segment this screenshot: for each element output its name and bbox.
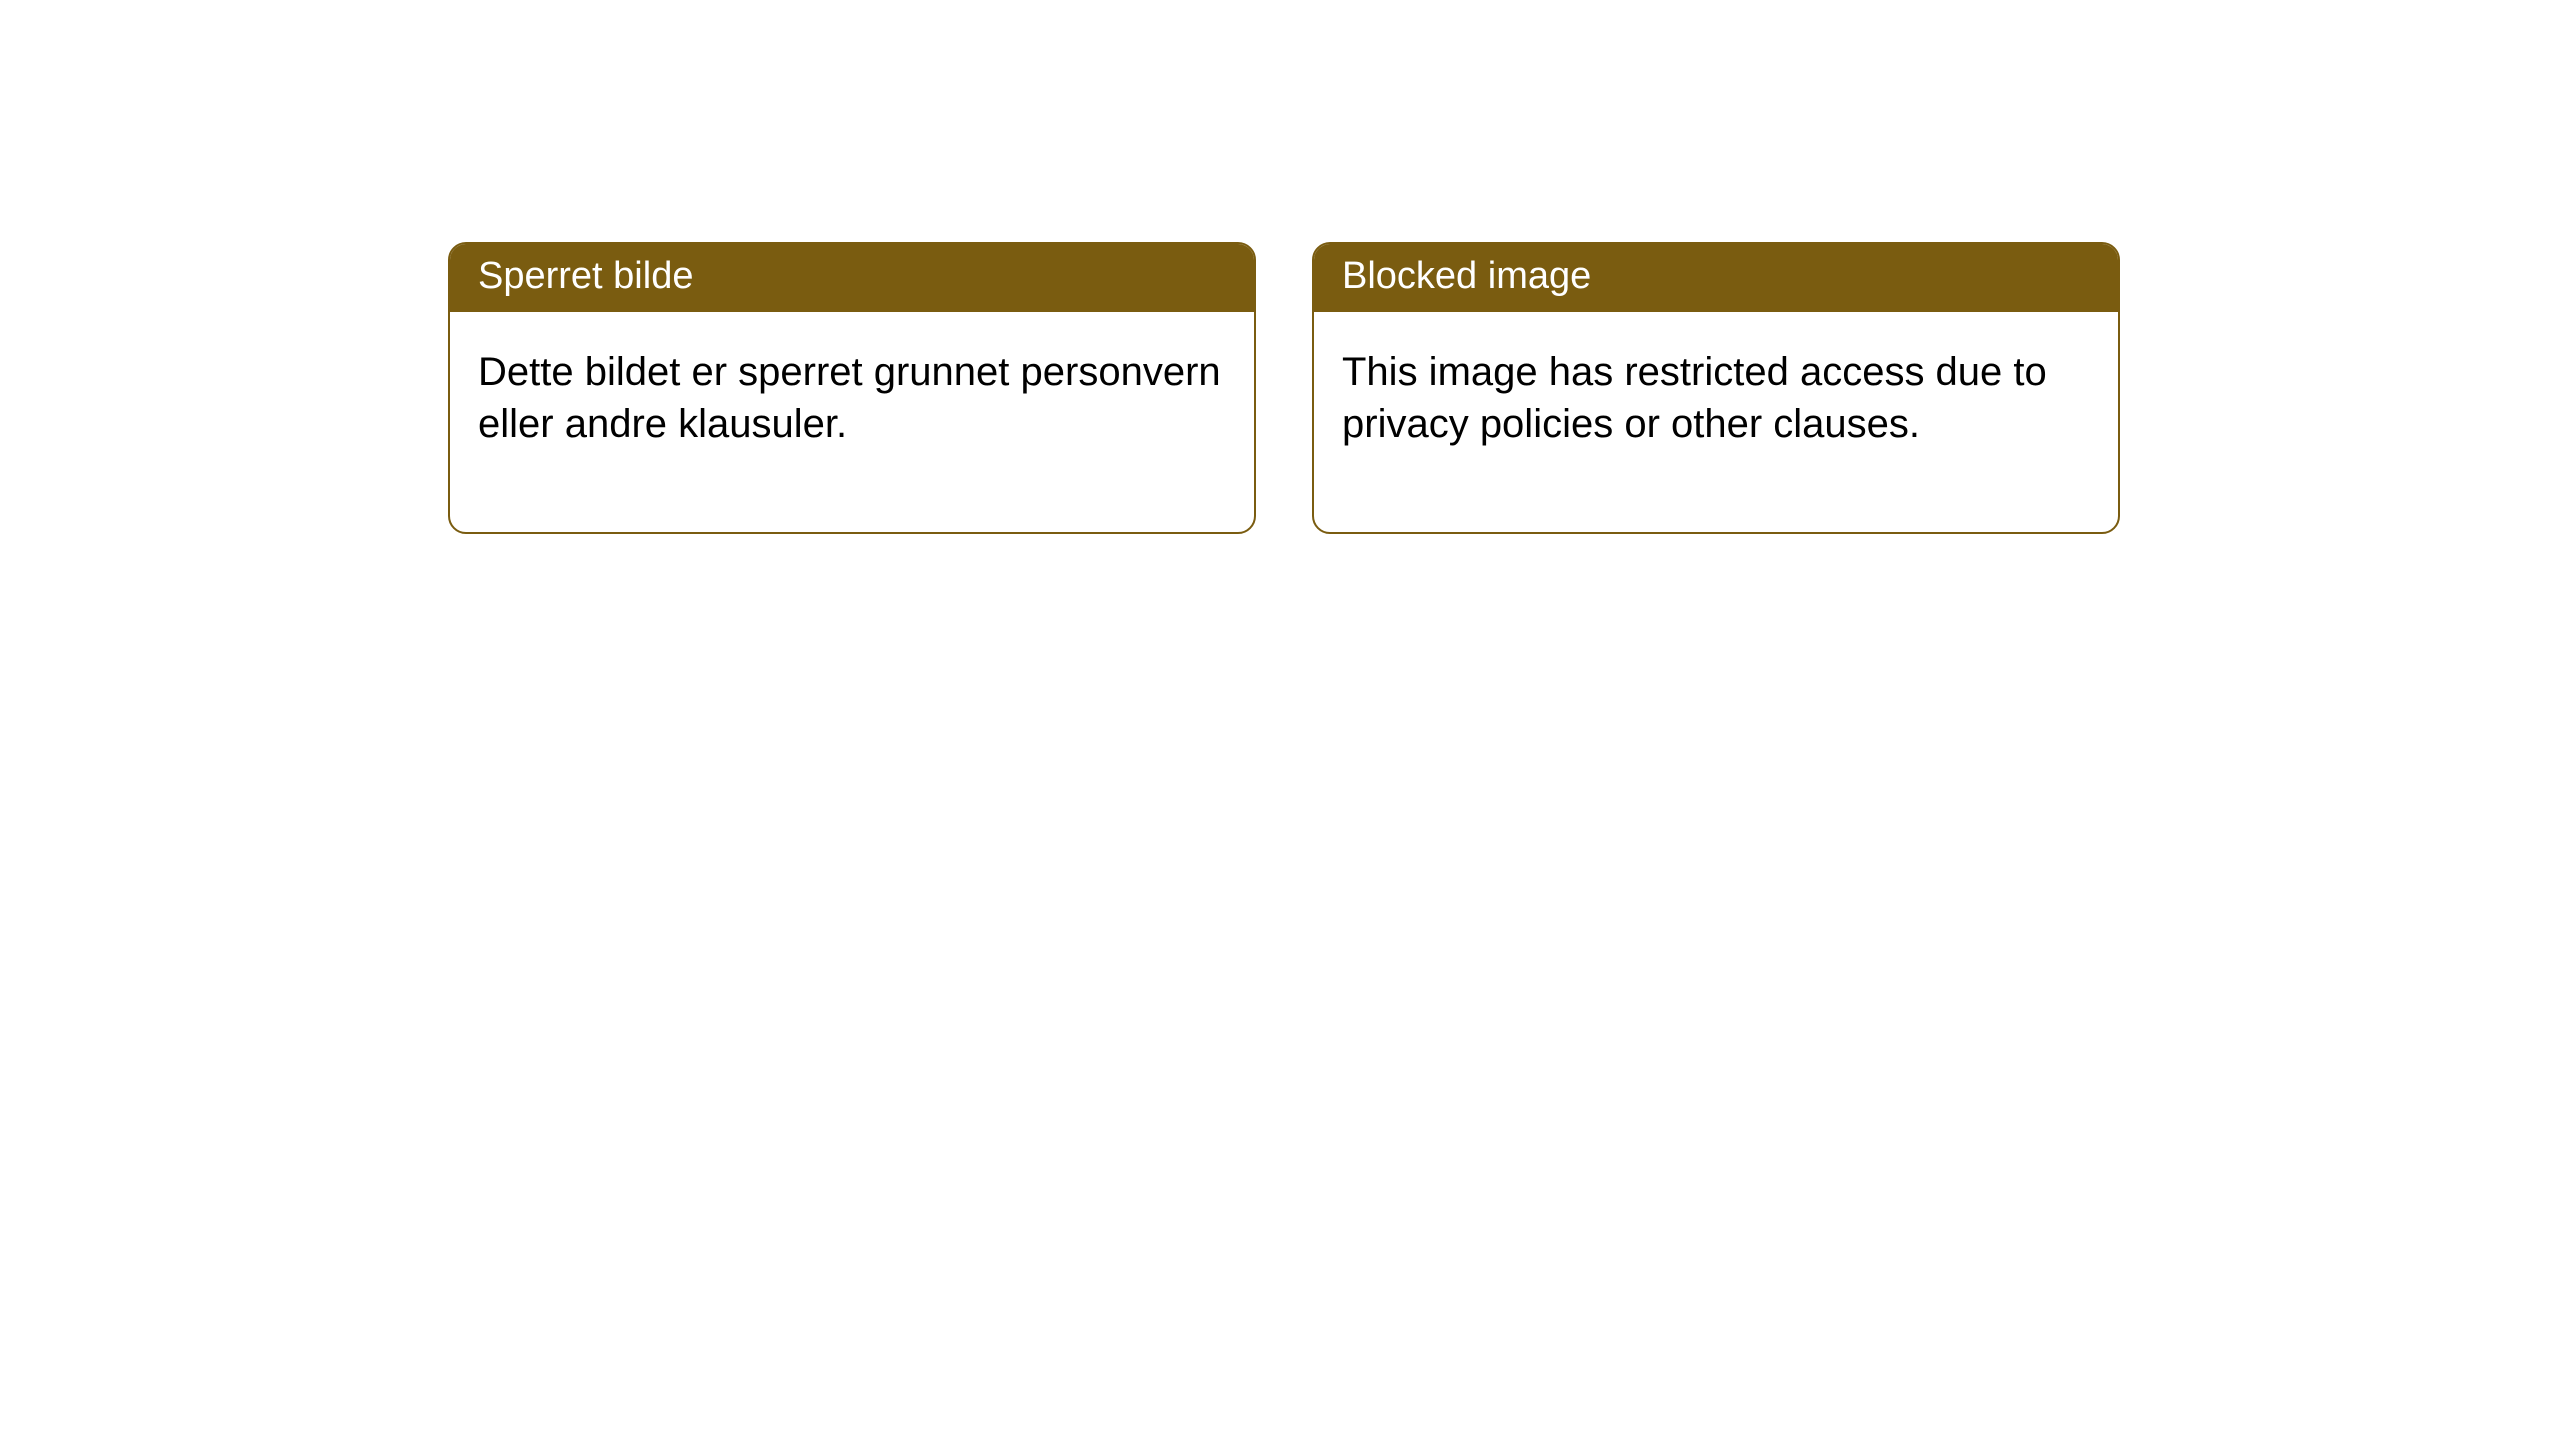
notice-container: Sperret bilde Dette bildet er sperret gr… <box>0 0 2560 534</box>
notice-card-no-body: Dette bildet er sperret grunnet personve… <box>450 312 1254 532</box>
notice-card-en-header: Blocked image <box>1314 244 2118 312</box>
notice-card-no: Sperret bilde Dette bildet er sperret gr… <box>448 242 1256 534</box>
notice-card-en-body: This image has restricted access due to … <box>1314 312 2118 532</box>
notice-card-en: Blocked image This image has restricted … <box>1312 242 2120 534</box>
notice-card-no-header: Sperret bilde <box>450 244 1254 312</box>
